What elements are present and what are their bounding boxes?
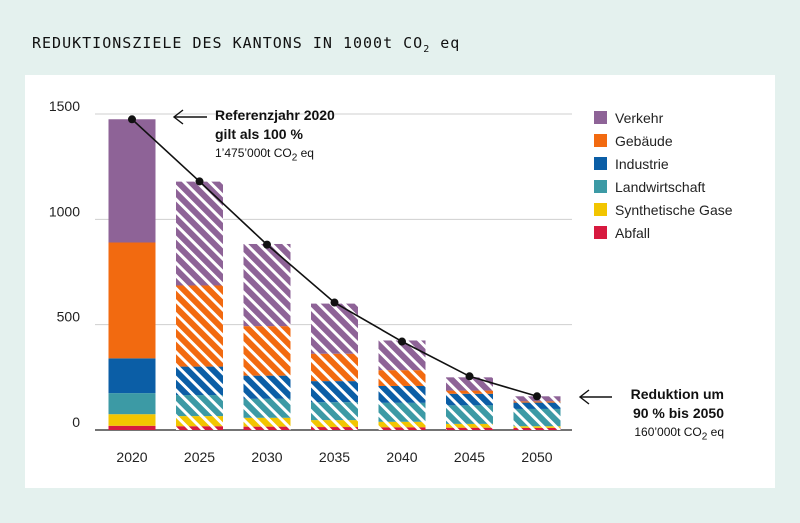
bar-2045-gebäude [446,390,493,394]
target-point-2050 [533,392,541,401]
bar-2025-verkehr [176,181,223,286]
legend-label: Abfall [615,224,651,241]
y-tick-label-1500: 1500 [49,98,80,114]
bar-2050-gebäude [513,401,561,403]
target-point-2030 [263,240,271,249]
bar-2020-gebäude [108,242,156,359]
bar-2045-industrie [446,393,493,406]
legend-item-verkehr: Verkehr [594,106,733,129]
y-tick-label-0: 0 [72,414,80,430]
x-tick-label-2050: 2050 [521,449,552,465]
legend-label: Synthetische Gase [615,201,733,218]
y-tick-label-500: 500 [57,309,81,325]
bar-2020-synthetische-gase [108,414,156,426]
reference-annotation: Referenzjahr 2020 gilt als 100 % 1’475’0… [215,106,335,167]
bar-2020-verkehr [108,119,156,243]
reduction-value: 160’000t CO2 eq [634,425,724,443]
bar-2040-landwirtschaft [378,402,426,422]
x-tick-label-2020: 2020 [116,449,147,465]
bar-2045-synthetische-gase [446,423,493,428]
bar-2045-verkehr [446,377,493,391]
x-tick-label-2025: 2025 [184,449,215,465]
bar-2030-landwirtschaft [243,398,291,418]
legend-label: Landwirtschaft [615,178,706,195]
bar-2050-industrie [513,402,561,409]
bar-2025-landwirtschaft [176,395,223,417]
target-point-2020 [128,115,136,124]
bar-2020-industrie [108,358,156,394]
chart-legend: Verkehr Gebäude Industrie Landwirtschaft Syn… [594,106,733,244]
x-tick-label-2035: 2035 [319,449,350,465]
bar-2035-gebäude [311,353,358,382]
legend-swatch [594,111,607,124]
bar-2025-synthetische-gase [176,416,223,427]
bar-2035-industrie [311,381,358,403]
legend-swatch [594,226,607,239]
bar-2025-industrie [176,366,223,396]
chart-title: REDUKTIONSZIELE DES KANTONS IN 1000t CO2… [32,34,461,55]
legend-item-landwirtschaft: Landwirtschaft [594,175,733,198]
reference-arrow-icon [172,109,207,125]
legend-label: Verkehr [615,109,664,126]
legend-swatch [594,157,607,170]
legend-item-gebäude: Gebäude [594,129,733,152]
bar-2030-abfall [243,426,291,430]
bar-2040-industrie [378,385,426,403]
x-tick-label-2040: 2040 [386,449,417,465]
bar-2030-synthetische-gase [243,417,291,427]
bar-2045-abfall [446,427,493,430]
target-point-2040 [398,337,406,346]
bar-2040-synthetische-gase [378,421,426,428]
legend-swatch [594,203,607,216]
bar-2030-gebäude [243,326,291,376]
target-point-2035 [330,298,339,307]
bar-2020-abfall [108,425,156,430]
legend-swatch [594,180,607,193]
x-tick-label-2030: 2030 [251,449,282,465]
bar-2050-synthetische-gase [513,426,561,428]
legend-item-abfall: Abfall [594,221,733,244]
bar-2045-landwirtschaft [446,405,493,424]
bar-2050-landwirtschaft [513,408,561,427]
target-point-2045 [465,372,474,381]
legend-item-synthetische-gase: Synthetische Gase [594,198,733,221]
legend-label: Gebäude [615,132,673,149]
bar-2035-synthetische-gase [311,420,358,428]
bar-2030-industrie [243,375,291,399]
legend-item-industrie: Industrie [594,152,733,175]
reference-line1: Referenzjahr 2020 [215,107,335,123]
bar-2040-gebäude [378,370,426,386]
bar-2040-abfall [378,427,426,430]
reduction-line2: 90 % bis 2050 [632,405,724,421]
bar-2025-abfall [176,426,223,430]
bar-2025-gebäude [176,285,223,367]
x-tick-label-2045: 2045 [454,449,485,465]
reduction-annotation: Reduktion um 90 % bis 2050 160’000t CO2 … [631,385,724,446]
legend-swatch [594,134,607,147]
bar-2050-abfall [513,427,561,430]
bar-2035-landwirtschaft [311,402,358,421]
bar-2020-landwirtschaft [108,393,156,415]
target-point-2025 [195,177,204,186]
bar-2035-abfall [311,427,358,430]
bar-2030-verkehr [243,243,291,327]
bar-2035-verkehr [311,303,358,354]
legend-label: Industrie [615,155,669,172]
reference-value: 1’475’000t CO2 eq [215,146,314,164]
reduction-line1: Reduktion um [630,386,724,402]
reference-line2: gilt als 100 % [215,126,303,142]
y-tick-label-1000: 1000 [49,203,80,219]
reduction-arrow-icon [578,389,612,405]
